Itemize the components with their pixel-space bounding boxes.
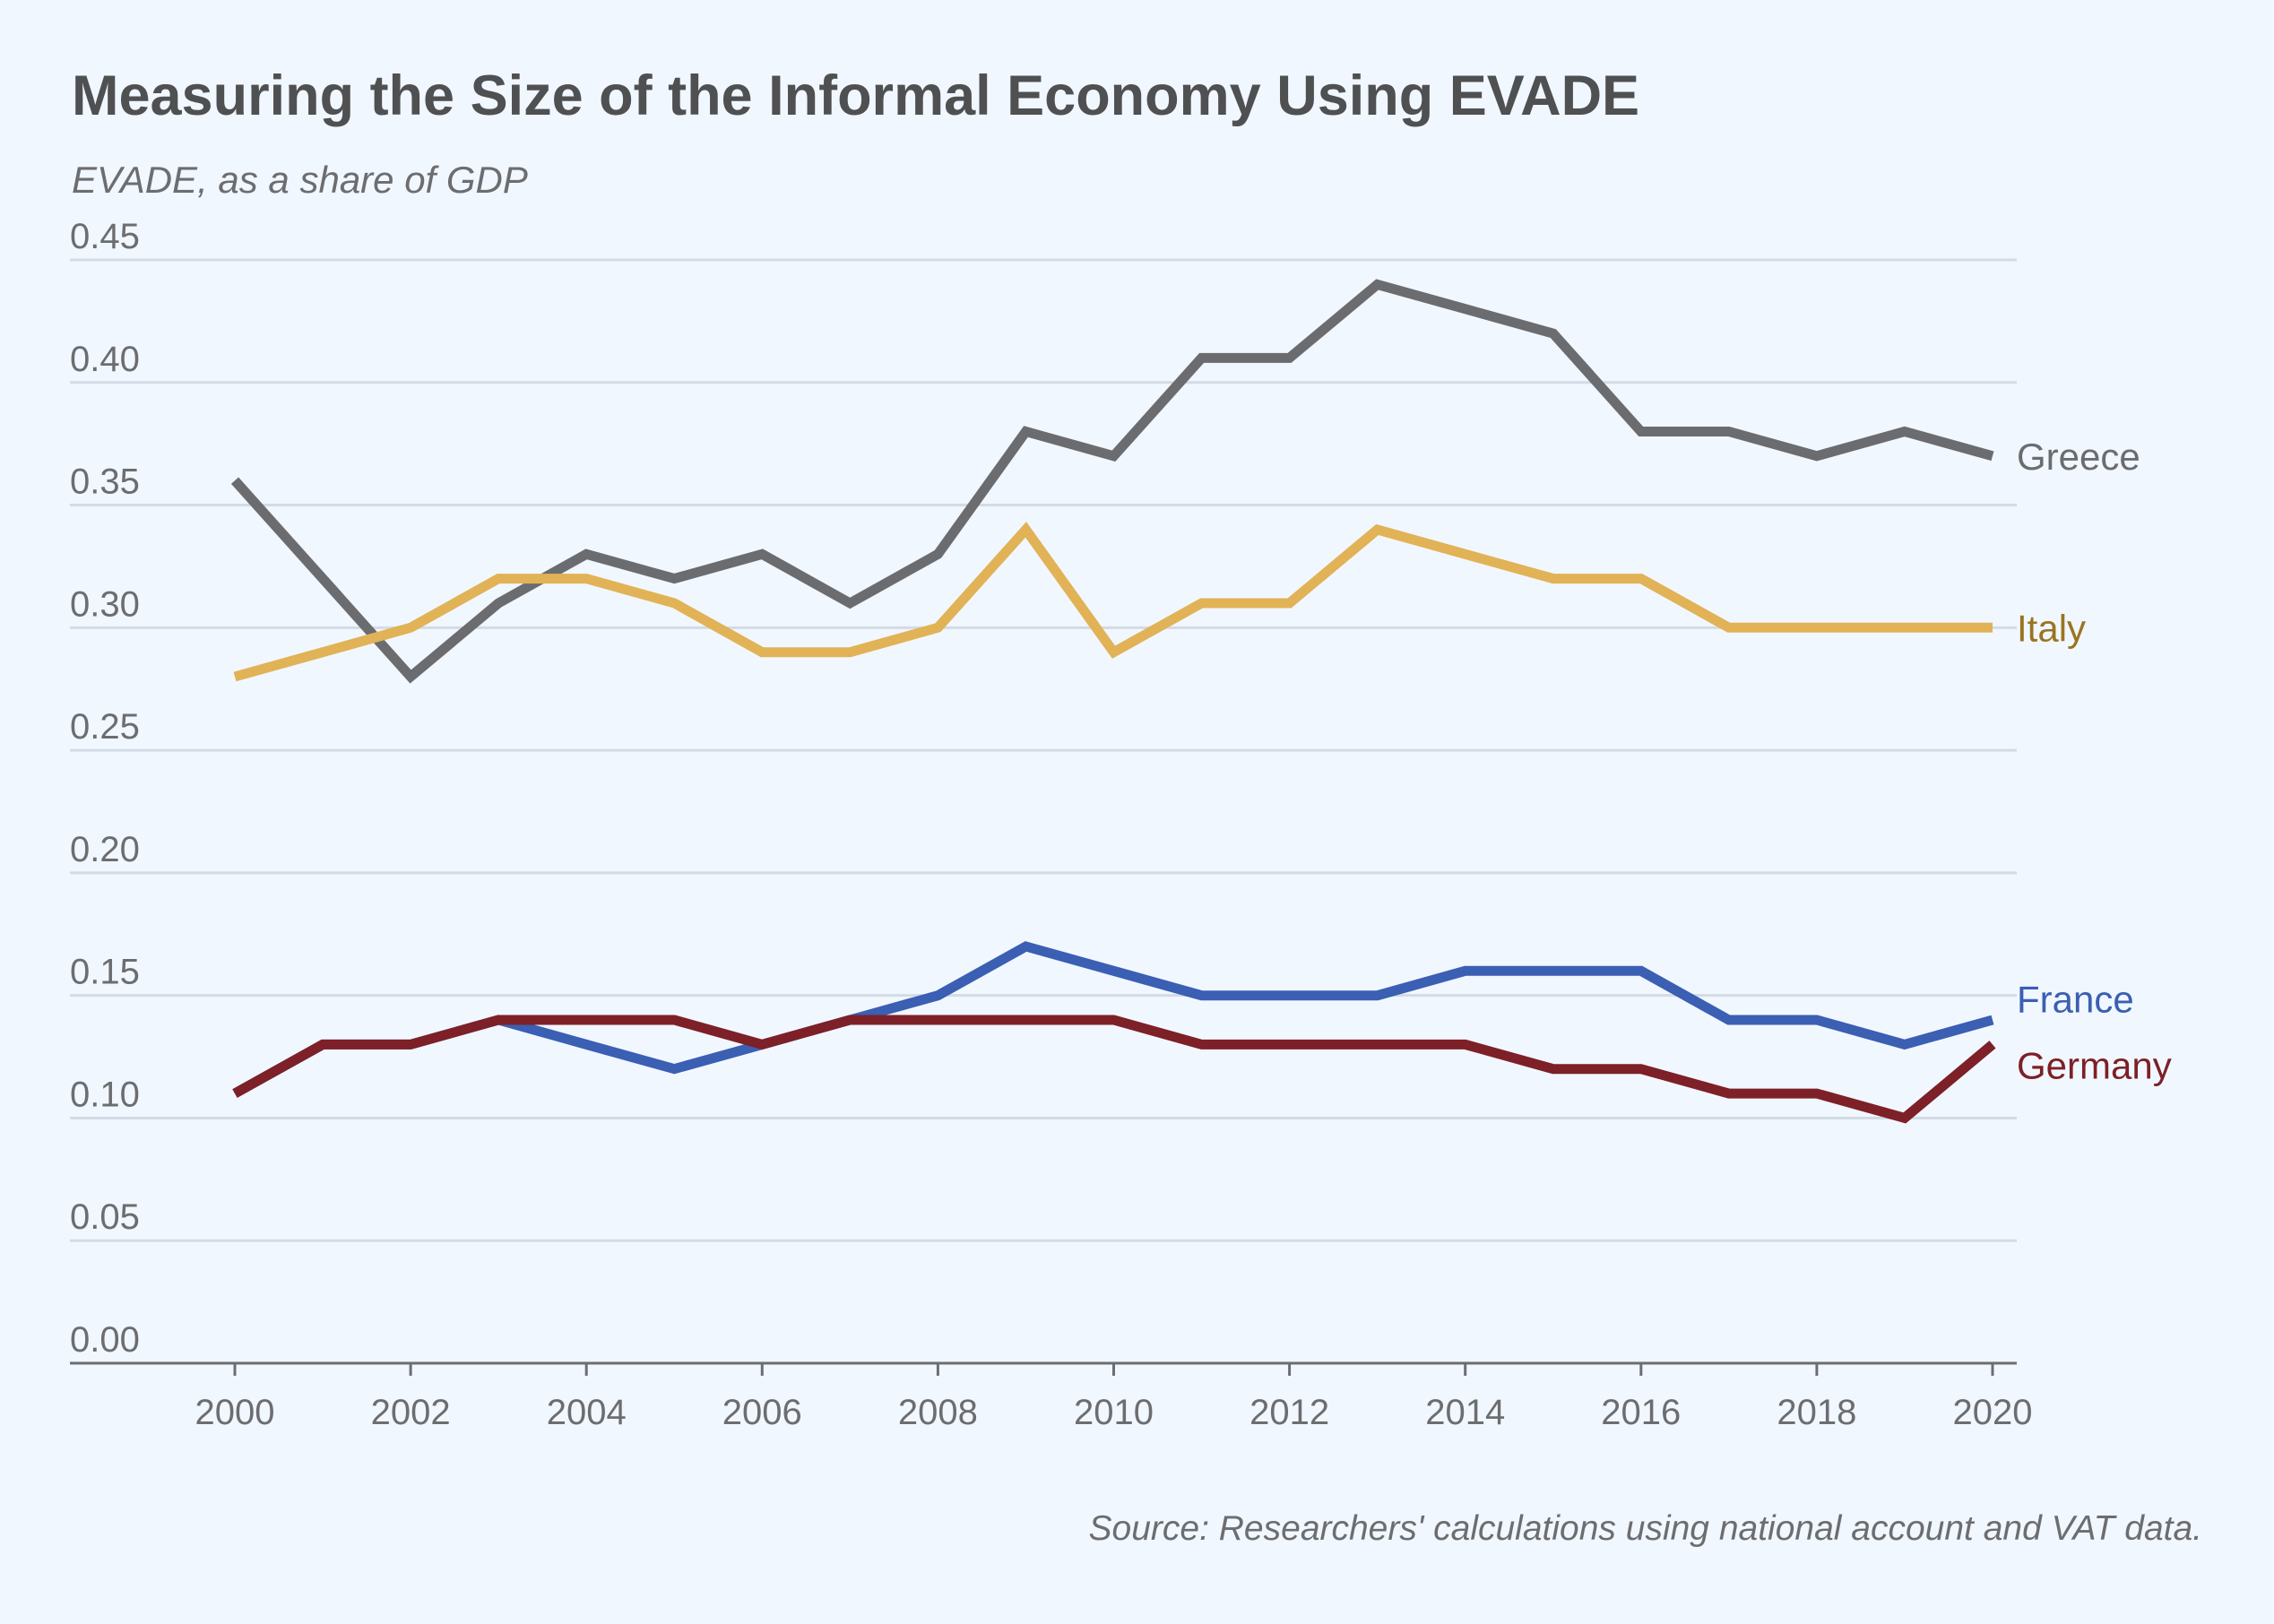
- x-tick-label: 2006: [722, 1393, 802, 1432]
- x-tick-label: 2008: [898, 1393, 978, 1432]
- x-tick-label: 2018: [1777, 1393, 1856, 1432]
- y-axis-ticks: 0.00 0.05 0.10 0.15 0.20 0.25 0.30 0.35 0.40 0.45: [70, 217, 140, 1360]
- x-tick-label: 2020: [1953, 1393, 2033, 1432]
- series-label-france: France: [2017, 979, 2134, 1021]
- x-tick-label: 2004: [547, 1393, 627, 1432]
- chart-title: Measuring the Size of the Informal Econo…: [72, 65, 1639, 127]
- series-line-italy: [233, 522, 1993, 682]
- x-tick-label: 2010: [1074, 1393, 1154, 1432]
- source-note: Source: Researchers' calculations using …: [1089, 1509, 2202, 1548]
- chart-subtitle: EVADE, as a share of GDP: [72, 159, 528, 201]
- y-tick-label: 0.15: [70, 953, 140, 992]
- series-line-germany: [232, 1015, 1996, 1124]
- y-tick-label: 0.45: [70, 217, 140, 256]
- y-tick-label: 0.00: [70, 1320, 140, 1360]
- y-tick-label: 0.40: [70, 340, 140, 379]
- y-tick-label: 0.30: [70, 584, 140, 624]
- series-labels: Greece Italy France Germany: [2017, 436, 2172, 1087]
- y-tick-label: 0.05: [70, 1197, 140, 1237]
- x-axis-ticks: 2000 2002 2004 2006 2008 2010 2012 2014 2016 2018…: [195, 1363, 2033, 1432]
- series-label-italy: Italy: [2017, 607, 2086, 649]
- x-tick-label: 2002: [371, 1393, 451, 1432]
- x-tick-label: 2012: [1249, 1393, 1329, 1432]
- x-tick-label: 2016: [1601, 1393, 1681, 1432]
- x-tick-label: 2000: [195, 1393, 275, 1432]
- series-label-germany: Germany: [2017, 1045, 2172, 1087]
- series-line-greece: [230, 279, 1994, 684]
- y-tick-label: 0.25: [70, 707, 140, 747]
- y-tick-label: 0.10: [70, 1075, 140, 1114]
- y-tick-label: 0.35: [70, 462, 140, 502]
- series-line-france: [232, 941, 1994, 1098]
- x-tick-label: 2014: [1425, 1393, 1505, 1432]
- y-tick-label: 0.20: [70, 830, 140, 869]
- series-label-greece: Greece: [2017, 436, 2140, 478]
- series-lines: [230, 279, 1996, 1124]
